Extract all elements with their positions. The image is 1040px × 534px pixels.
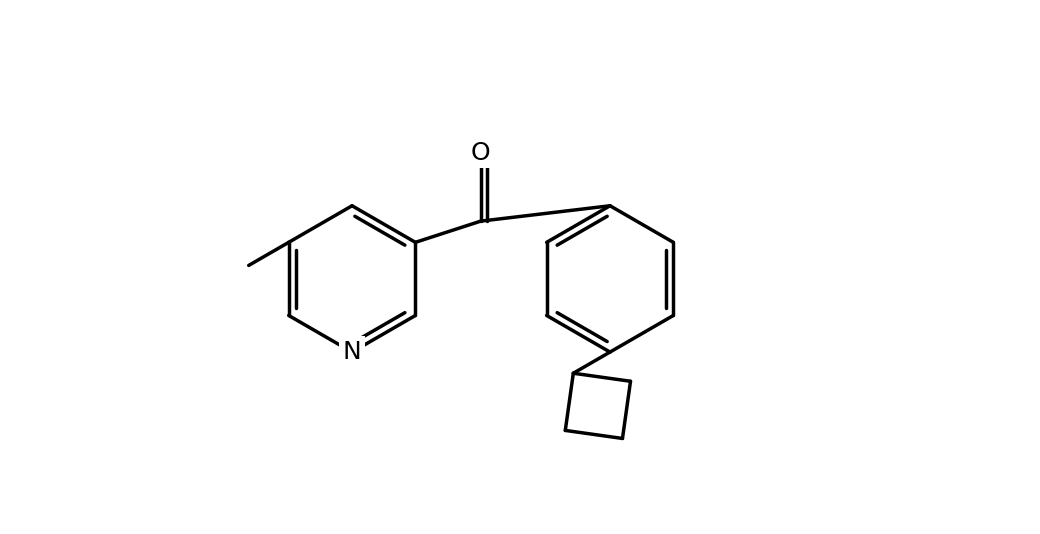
Text: O: O [471, 140, 491, 164]
Text: N: N [342, 340, 362, 364]
